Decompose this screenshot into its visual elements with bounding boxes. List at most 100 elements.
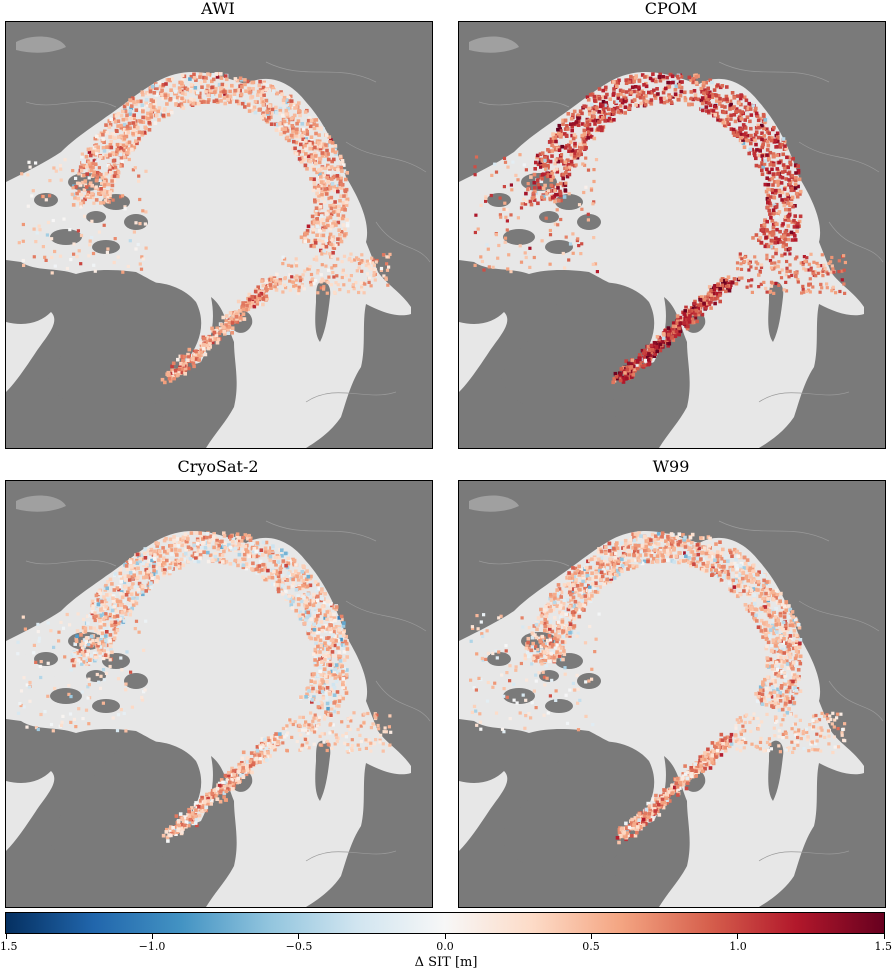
sit-cell xyxy=(157,558,161,562)
sit-cell xyxy=(655,350,659,354)
sit-cell xyxy=(529,200,533,204)
sit-cell xyxy=(592,115,596,119)
sit-cell xyxy=(115,609,119,613)
sit-cell xyxy=(278,580,282,584)
sit-cell xyxy=(674,334,678,338)
sit-cell xyxy=(112,159,116,163)
sit-cell xyxy=(787,275,790,278)
sit-cell xyxy=(672,321,676,325)
sit-cell xyxy=(541,151,545,155)
sit-cell xyxy=(387,266,390,269)
sit-cell xyxy=(322,249,326,253)
sit-cell xyxy=(765,228,769,232)
sit-cell xyxy=(144,556,148,560)
sit-cell xyxy=(336,174,340,178)
sit-cell xyxy=(570,160,574,164)
sit-cell xyxy=(670,100,674,104)
sit-cell xyxy=(314,162,318,166)
sit-cell xyxy=(558,148,562,152)
sit-cell xyxy=(336,646,340,650)
sit-cell xyxy=(320,193,324,197)
sit-cell xyxy=(131,597,135,601)
sit-cell xyxy=(97,192,101,196)
sit-cell xyxy=(568,147,572,151)
sit-cell xyxy=(331,650,335,654)
sit-cell xyxy=(651,348,655,352)
sit-cell xyxy=(268,550,272,554)
sit-cell xyxy=(135,602,139,606)
sit-cell xyxy=(751,291,754,294)
sit-cell xyxy=(120,611,124,615)
sit-cell xyxy=(149,581,153,585)
sit-cell xyxy=(599,105,603,109)
sit-cell xyxy=(666,81,670,85)
sit-cell xyxy=(543,163,547,167)
sit-cell xyxy=(312,245,316,249)
sit-cell xyxy=(777,284,780,287)
sit-cell xyxy=(838,259,841,262)
sit-cell xyxy=(262,563,266,567)
sit-cell xyxy=(297,597,301,601)
sit-cell xyxy=(768,212,772,216)
sit-cell xyxy=(281,127,285,131)
sit-cell xyxy=(683,91,687,95)
sit-cell xyxy=(560,145,564,149)
sit-cell xyxy=(173,99,177,103)
sit-cell xyxy=(262,103,266,107)
sit-cell xyxy=(790,231,794,235)
sit-cell xyxy=(94,162,98,166)
sit-cell xyxy=(269,283,273,287)
sit-cell xyxy=(85,653,89,657)
panel-title-w99: W99 xyxy=(457,458,885,476)
sit-cell xyxy=(279,567,283,571)
sit-cell xyxy=(786,193,790,197)
sit-cell xyxy=(194,553,198,557)
sit-cell xyxy=(87,160,90,163)
sit-cell xyxy=(325,617,329,621)
sit-cell xyxy=(114,120,118,124)
sit-cell xyxy=(655,87,659,91)
sit-cell xyxy=(230,84,234,88)
sit-cell xyxy=(770,285,773,288)
sit-cell xyxy=(136,553,140,557)
sit-cell xyxy=(113,174,117,178)
sit-cell xyxy=(587,213,590,216)
sit-cell xyxy=(160,93,164,97)
sit-cell xyxy=(770,239,774,243)
sit-cell xyxy=(104,154,108,158)
sit-cell xyxy=(612,80,616,84)
sit-cell xyxy=(331,271,334,274)
sit-cell xyxy=(224,84,228,88)
sit-cell xyxy=(305,167,309,171)
sit-cell xyxy=(103,623,107,627)
sit-cell xyxy=(317,702,321,706)
sit-cell xyxy=(275,273,279,277)
sit-cell xyxy=(291,573,295,577)
sit-cell xyxy=(298,157,302,161)
sit-cell xyxy=(360,281,363,284)
sit-cell xyxy=(342,269,345,272)
sit-cell xyxy=(639,102,643,106)
sit-cell xyxy=(749,265,752,268)
sit-cell xyxy=(647,352,651,356)
sit-cell xyxy=(152,565,156,569)
sit-cell xyxy=(374,278,377,281)
sit-cell xyxy=(131,600,135,604)
sit-cell xyxy=(293,559,297,563)
sit-cell xyxy=(765,220,769,224)
sit-cell xyxy=(159,554,163,558)
sit-cell xyxy=(791,196,795,200)
sit-cell xyxy=(336,209,340,213)
sit-cell xyxy=(317,705,321,709)
sit-cell xyxy=(482,268,485,271)
sit-cell xyxy=(649,77,653,81)
sit-cell xyxy=(99,201,103,205)
sit-cell xyxy=(766,201,770,205)
sit-cell xyxy=(120,114,124,118)
sit-cell xyxy=(312,282,315,285)
sit-cell xyxy=(525,256,528,259)
sit-cell xyxy=(327,281,330,284)
sit-cell xyxy=(740,136,744,140)
sit-cell xyxy=(129,239,132,242)
sit-cell xyxy=(222,90,226,94)
